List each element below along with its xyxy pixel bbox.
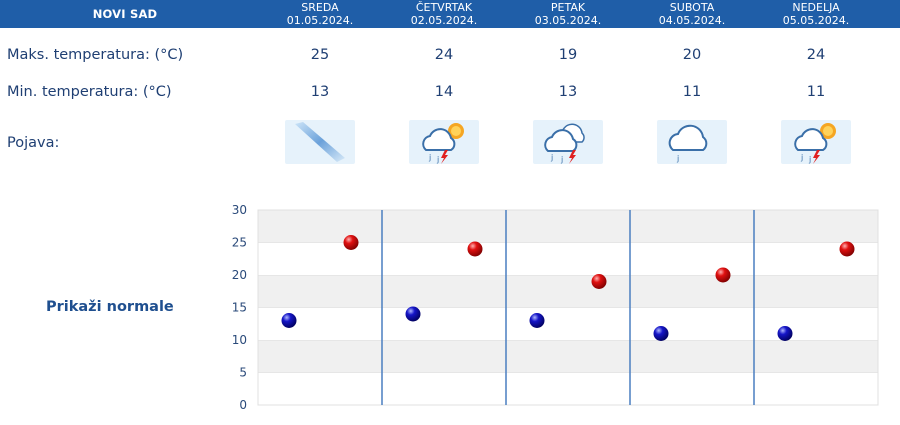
day-name: PETAK bbox=[550, 1, 586, 14]
min-temp-point[interactable] bbox=[405, 306, 421, 322]
day-date: 04.05.2024. bbox=[658, 14, 726, 27]
svg-text:ϳ: ϳ bbox=[550, 153, 553, 162]
sun-glare-icon bbox=[285, 120, 355, 164]
day-name: NEDELJA bbox=[792, 1, 840, 14]
max-temp-value: 24 bbox=[434, 47, 454, 63]
day-header-4: SUBOTA 04.05.2024. bbox=[630, 0, 754, 28]
day-date: 05.05.2024. bbox=[782, 14, 850, 27]
min-temp-label: Min. temperatura: (°C) bbox=[7, 84, 172, 100]
max-temp-point[interactable] bbox=[839, 241, 855, 257]
y-tick-label: 0 bbox=[239, 398, 247, 412]
day-date: 01.05.2024. bbox=[286, 14, 354, 27]
svg-text:ϳ: ϳ bbox=[436, 155, 439, 164]
svg-text:ϳ: ϳ bbox=[428, 153, 431, 162]
min-temp-value: 13 bbox=[558, 84, 578, 100]
max-temp-point[interactable] bbox=[591, 274, 607, 289]
min-temp-value: 11 bbox=[806, 84, 826, 100]
day-date: 02.05.2024. bbox=[410, 14, 478, 27]
cloud-drizzle-icon: ϳ bbox=[657, 120, 727, 164]
grid-band bbox=[258, 372, 878, 405]
y-tick-label: 5 bbox=[239, 366, 247, 380]
day-date: 03.05.2024. bbox=[534, 14, 602, 27]
show-normals-link[interactable]: Prikaži normale bbox=[46, 299, 174, 315]
day-name: SUBOTA bbox=[669, 1, 715, 14]
forecast-header: NOVI SAD SREDA 01.05.2024. ČETVRTAK 02.0… bbox=[0, 0, 900, 28]
phenomenon-label: Pojava: bbox=[7, 135, 60, 151]
min-temp-point[interactable] bbox=[281, 313, 297, 328]
max-temp-point[interactable] bbox=[467, 241, 483, 257]
svg-text:ϳ: ϳ bbox=[800, 153, 803, 162]
svg-text:ϳ: ϳ bbox=[808, 155, 811, 164]
y-tick-label: 10 bbox=[232, 333, 247, 347]
svg-text:ϳ: ϳ bbox=[560, 155, 563, 164]
min-temp-point[interactable] bbox=[777, 326, 793, 341]
min-temp-value: 11 bbox=[682, 84, 702, 100]
y-tick-label: 20 bbox=[232, 268, 247, 282]
day-header-2: ČETVRTAK 02.05.2024. bbox=[382, 0, 506, 28]
max-temp-point[interactable] bbox=[343, 235, 359, 250]
grid-band bbox=[258, 275, 878, 308]
max-temp-value: 19 bbox=[558, 47, 578, 63]
grid-band bbox=[258, 307, 878, 340]
grid-band bbox=[258, 210, 878, 243]
min-temp-value: 14 bbox=[434, 84, 454, 100]
max-temp-value: 20 bbox=[682, 47, 702, 63]
max-temp-point[interactable] bbox=[715, 267, 731, 283]
svg-text:ϳ: ϳ bbox=[676, 154, 679, 163]
grid-band bbox=[258, 242, 878, 275]
cloudy-thunderstorm-icon: ϳ ϳ bbox=[533, 120, 603, 164]
y-tick-label: 25 bbox=[232, 236, 247, 250]
day-header-5: NEDELJA 05.05.2024. bbox=[754, 0, 878, 28]
day-name: ČETVRTAK bbox=[415, 1, 473, 14]
y-tick-label: 15 bbox=[232, 301, 247, 315]
max-temp-value: 25 bbox=[310, 47, 330, 63]
day-header-3: PETAK 03.05.2024. bbox=[506, 0, 630, 28]
min-temp-value: 13 bbox=[310, 84, 330, 100]
max-temp-value: 24 bbox=[806, 47, 826, 63]
partly-cloudy-thunderstorm-icon: ϳ ϳ bbox=[781, 120, 851, 164]
min-temp-point[interactable] bbox=[653, 326, 669, 341]
min-temp-point[interactable] bbox=[529, 313, 545, 328]
plot-area-border bbox=[257, 209, 879, 406]
city-name: NOVI SAD bbox=[92, 7, 158, 21]
y-tick-label: 30 bbox=[232, 203, 247, 217]
day-header-1: SREDA 01.05.2024. bbox=[258, 0, 382, 28]
partly-cloudy-thunderstorm-icon: ϳ ϳ bbox=[409, 120, 479, 164]
grid-band bbox=[258, 340, 878, 373]
max-temp-label: Maks. temperatura: (°C) bbox=[7, 47, 184, 63]
day-name: SREDA bbox=[301, 1, 339, 14]
